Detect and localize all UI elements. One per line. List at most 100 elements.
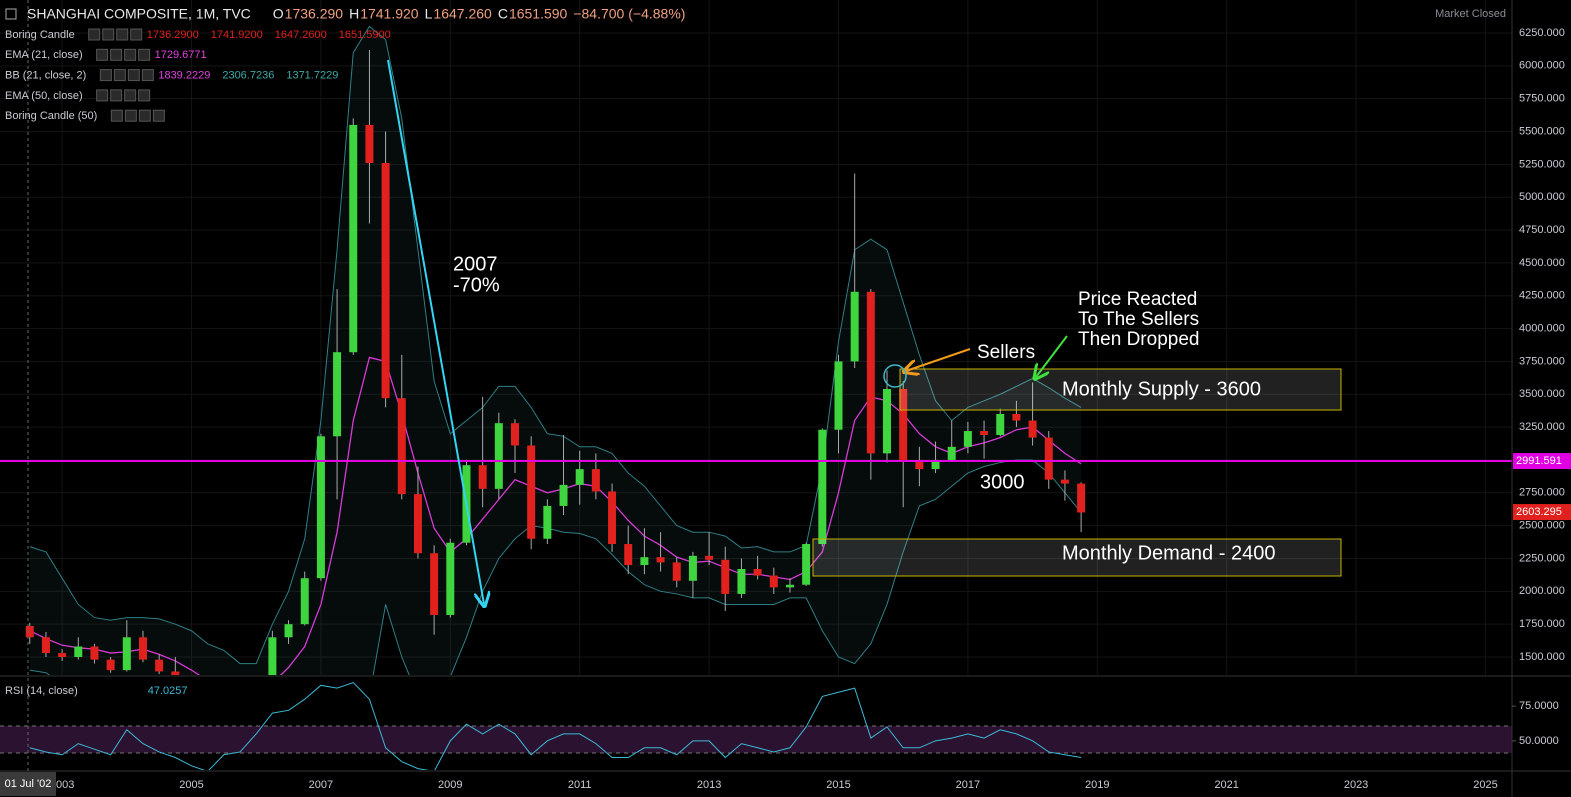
candle-body xyxy=(575,469,584,485)
indicator-name: EMA (50, close) xyxy=(5,90,83,102)
reaction-arrow xyxy=(1036,335,1068,377)
indicator-name: Boring Candle xyxy=(5,29,75,41)
candle-body xyxy=(818,429,827,545)
indicator-icon xyxy=(138,109,151,122)
annotation: Sellers xyxy=(977,342,1035,363)
y-tick-label: 4750.000 xyxy=(1519,224,1565,236)
y-tick-label: 4500.000 xyxy=(1519,257,1565,269)
y-tick-label: 5750.000 xyxy=(1519,93,1565,105)
indicator-name: EMA (21, close) xyxy=(5,49,83,61)
candle-body xyxy=(478,465,487,489)
last-price-label: 2603.295 xyxy=(1516,506,1562,518)
candle-body xyxy=(430,553,439,615)
indicator-icon xyxy=(124,89,137,102)
annotation: 3000 xyxy=(980,471,1025,493)
candle-body xyxy=(980,431,989,435)
bb-line xyxy=(29,459,1082,675)
ohlc-label: H xyxy=(349,6,359,22)
indicator-icon xyxy=(138,89,151,102)
candle-body xyxy=(834,361,843,430)
price-pane xyxy=(0,0,1512,675)
indicator-name: BB (21, close, 2) xyxy=(5,70,86,82)
rsi-tick-label: 50.0000 xyxy=(1519,735,1559,747)
candle-body xyxy=(608,491,617,545)
crosshair-label-box xyxy=(0,772,56,796)
rsi-pane xyxy=(0,681,1512,770)
indicator-icon xyxy=(130,28,143,41)
x-tick-label: 2007 xyxy=(309,779,333,791)
indicator-icon xyxy=(110,48,123,61)
sellers-arrow xyxy=(906,348,971,371)
candle-body xyxy=(316,436,325,579)
candle-body xyxy=(624,544,633,566)
annotation: Monthly Supply - 3600 xyxy=(1062,378,1261,400)
candle-body xyxy=(268,637,277,675)
rsi-value: 47.0257 xyxy=(148,685,188,697)
candle-body xyxy=(1012,413,1021,421)
indicator-value: 1647.2600 xyxy=(275,29,327,41)
y-tick-label: 6000.000 xyxy=(1519,60,1565,72)
indicator-name: Boring Candle (50) xyxy=(5,110,97,122)
indicator-icon xyxy=(110,109,123,122)
candle-body xyxy=(640,557,649,566)
annotation: 2007 xyxy=(453,253,498,275)
rsi-name: RSI (14, close) xyxy=(5,685,78,697)
candle-body xyxy=(785,584,794,588)
indicator-value: 1736.2900 xyxy=(147,29,199,41)
y-tick-label: 4000.000 xyxy=(1519,322,1565,334)
hline-label: 2991.591 xyxy=(1516,455,1562,467)
candle-body xyxy=(737,568,746,594)
hline-label-box xyxy=(1513,453,1571,470)
indicator-value: 1651.5900 xyxy=(339,29,391,41)
candle-body xyxy=(850,291,859,362)
y-tick-label: 3750.000 xyxy=(1519,355,1565,367)
candle-body xyxy=(41,637,50,654)
candle-body xyxy=(122,637,131,671)
candle-body xyxy=(1077,483,1086,513)
crosshair-label: 01 Jul '02 xyxy=(5,778,52,790)
x-tick-label: 2015 xyxy=(826,779,850,791)
candle-body xyxy=(963,431,972,447)
bb-line xyxy=(29,25,1082,665)
candle-body xyxy=(559,484,568,506)
annotation: Monthly Demand - 2400 xyxy=(1062,542,1275,564)
rsi-tick-label: 75.0000 xyxy=(1519,700,1559,712)
candle-body xyxy=(527,445,536,539)
candle-body xyxy=(74,646,83,658)
candle-body xyxy=(1044,437,1053,480)
indicator-icon xyxy=(141,69,154,82)
indicator-icon xyxy=(110,89,123,102)
candle-body xyxy=(58,653,67,658)
indicator-icon xyxy=(116,28,129,41)
candle-body xyxy=(510,423,519,446)
y-tick-label: 4250.000 xyxy=(1519,290,1565,302)
y-tick-label: 2000.000 xyxy=(1519,585,1565,597)
supply-zone xyxy=(899,368,1342,411)
y-tick-label: 1750.000 xyxy=(1519,618,1565,630)
candle-body xyxy=(591,469,600,492)
ohlc-label: C xyxy=(498,6,508,22)
market-status: Market Closed xyxy=(1435,8,1506,20)
annotation: Then Dropped xyxy=(1078,329,1199,350)
indicator-icon xyxy=(113,69,126,82)
y-tick-label: 5000.000 xyxy=(1519,191,1565,203)
candle-body xyxy=(106,659,115,671)
symbol-icon xyxy=(5,8,17,20)
x-tick-label: 2019 xyxy=(1085,779,1109,791)
annotation: -70% xyxy=(453,274,500,296)
sellers-circle xyxy=(883,364,907,388)
y-tick-label: 2750.000 xyxy=(1519,487,1565,499)
candle-body xyxy=(171,671,180,675)
candle-body xyxy=(688,555,697,581)
indicator-value: 1371.7229 xyxy=(286,70,338,82)
y-tick-label: 3500.000 xyxy=(1519,388,1565,400)
indicator-icon xyxy=(138,48,151,61)
x-tick-label: 2021 xyxy=(1214,779,1238,791)
indicator-icon xyxy=(96,48,109,61)
y-tick-label: 5250.000 xyxy=(1519,158,1565,170)
candle-body xyxy=(543,505,552,539)
candle-body xyxy=(155,659,164,672)
y-tick-label: 2500.000 xyxy=(1519,520,1565,532)
candle-body xyxy=(284,624,293,638)
y-tick-label: 6250.000 xyxy=(1519,27,1565,39)
